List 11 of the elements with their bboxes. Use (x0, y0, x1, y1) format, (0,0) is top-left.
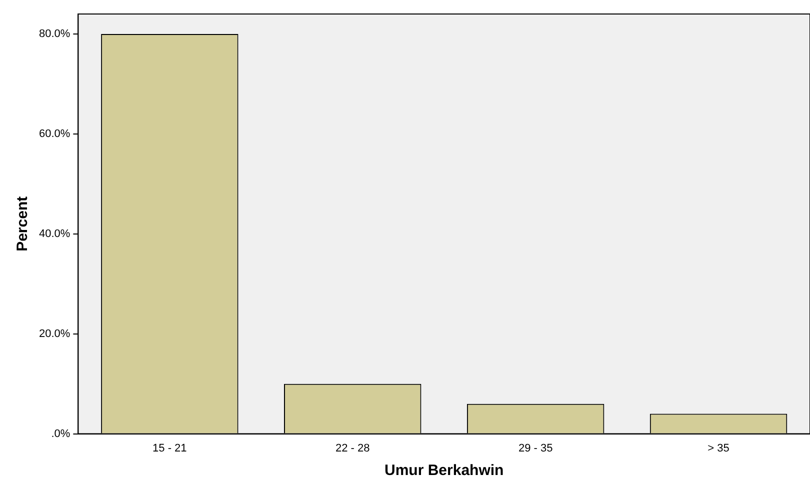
y-axis-title: Percent (14, 196, 32, 252)
y-tick-label: 80.0% (38, 28, 70, 40)
x-tick-label: 15 - 21 (152, 442, 187, 454)
y-tick-label: 60.0% (38, 128, 70, 140)
x-tick-label: 29 - 35 (518, 442, 553, 454)
y-tick-label: 20.0% (38, 328, 70, 340)
y-tick-label: 40.0% (38, 228, 70, 240)
x-tick-label: 22 - 28 (335, 442, 370, 454)
x-axis-title: Umur Berkahwin (384, 462, 504, 480)
y-tick-label: .0% (51, 428, 70, 440)
x-tick-label: > 35 (708, 442, 730, 454)
